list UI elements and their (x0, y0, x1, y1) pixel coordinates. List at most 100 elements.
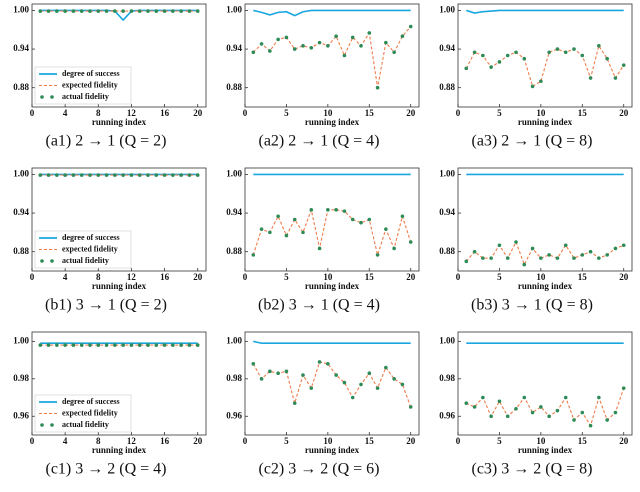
data-point (613, 410, 618, 415)
data-point (400, 214, 405, 219)
data-point (129, 343, 134, 347)
data-point (309, 208, 314, 212)
data-point (572, 418, 576, 422)
legend-swatch (40, 423, 44, 427)
data-point (46, 173, 51, 177)
data-point (342, 380, 347, 385)
y-tick-label: 1.00 (226, 335, 242, 345)
x-tick-label: 20 (193, 272, 203, 282)
plot-frame (244, 3, 420, 108)
x-tick-label: 0 (456, 272, 461, 282)
data-point (539, 256, 543, 260)
data-point (392, 377, 396, 381)
data-point (597, 256, 601, 260)
legend-label: degree of success (62, 69, 120, 78)
data-point (129, 9, 134, 13)
data-point (259, 227, 264, 231)
data-point (464, 401, 469, 405)
data-point (55, 9, 59, 13)
data-point (113, 343, 117, 347)
data-point (63, 343, 67, 347)
x-tick-label: 15 (365, 108, 375, 118)
data-point (113, 9, 117, 13)
data-line (466, 388, 625, 427)
data-point (309, 386, 314, 390)
data-point (96, 9, 101, 13)
data-point (71, 343, 76, 347)
y-tick-label: 0.96 (13, 410, 29, 420)
plot-frame (31, 3, 207, 108)
caption: (a1) 2 → 1 (Q = 2) (46, 133, 167, 150)
x-tick-label: 8 (96, 436, 101, 446)
data-point (162, 173, 167, 177)
data-point (530, 410, 535, 415)
data-line (466, 9, 624, 14)
data-point (621, 386, 626, 390)
data-point (195, 9, 200, 13)
data-point (547, 414, 551, 419)
data-point (605, 56, 609, 61)
y-tick-label: 0.94 (226, 207, 242, 217)
data-point (292, 47, 297, 51)
data-point (400, 382, 405, 387)
data-point (334, 373, 338, 377)
data-point (588, 423, 593, 428)
data-point (472, 50, 477, 55)
data-point (71, 9, 76, 13)
data-point (497, 243, 502, 248)
x-tick-label: 5 (497, 272, 502, 282)
x-tick-label: 10 (536, 436, 546, 446)
data-point (88, 343, 92, 347)
x-tick-label: 10 (323, 272, 333, 282)
data-point (317, 246, 322, 251)
data-point (284, 369, 289, 374)
data-point (505, 414, 510, 419)
data-point (146, 343, 150, 347)
data-point (375, 85, 380, 90)
data-point (187, 343, 192, 347)
plot-frame (31, 167, 207, 272)
data-point (384, 365, 388, 370)
data-point (268, 369, 272, 374)
y-tick-label: 1.00 (13, 169, 29, 179)
data-point (38, 173, 43, 177)
data-point (63, 9, 67, 13)
data-point (539, 79, 543, 84)
data-point (187, 173, 192, 177)
data-point (375, 253, 380, 257)
y-tick-label: 0.94 (439, 43, 455, 53)
data-point (259, 42, 264, 46)
x-axis-label: running index (305, 445, 360, 455)
data-point (309, 45, 314, 50)
x-tick-label: 20 (193, 108, 203, 118)
y-tick-label: 1.00 (439, 5, 455, 15)
data-point (195, 173, 200, 177)
data-point (129, 173, 134, 177)
caption: (b2) 3 → 1 (Q = 4) (258, 297, 380, 314)
data-point (580, 253, 585, 257)
legend-label: degree of success (62, 233, 120, 242)
x-axis-label: running index (305, 281, 360, 291)
data-point (292, 401, 297, 405)
data-line (253, 340, 411, 345)
data-point (137, 173, 142, 177)
data-point (268, 230, 272, 235)
data-point (292, 217, 297, 222)
data-point (251, 50, 256, 55)
data-point (555, 408, 560, 413)
y-tick-label: 0.98 (226, 373, 242, 383)
data-point (146, 173, 150, 177)
data-point (259, 377, 264, 381)
data-point (522, 56, 527, 61)
y-tick-label: 0.96 (226, 410, 242, 420)
x-tick-label: 0 (30, 108, 35, 118)
x-tick-label: 0 (243, 108, 248, 118)
x-tick-label: 0 (30, 436, 35, 446)
x-tick-label: 0 (243, 436, 248, 446)
data-point (96, 343, 101, 347)
data-point (572, 47, 576, 51)
x-tick-label: 8 (96, 272, 101, 282)
data-point (284, 35, 289, 40)
data-point (79, 173, 84, 177)
data-point (621, 243, 626, 248)
